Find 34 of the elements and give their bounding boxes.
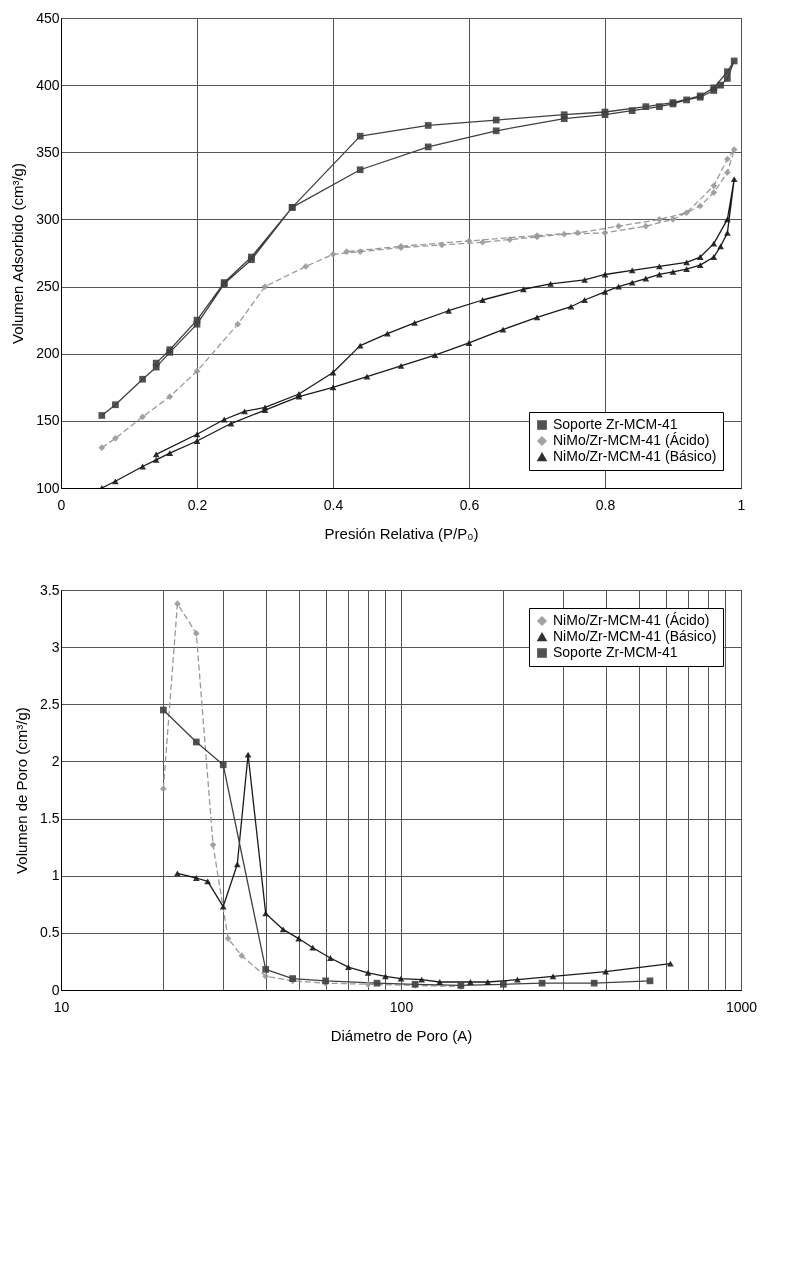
x-tick-label: 1000	[725, 998, 758, 1015]
legend-label: NiMo/Zr-MCM-41 (Básico)	[553, 628, 717, 644]
legend-label: NiMo/Zr-MCM-41 (Ácido)	[553, 432, 710, 448]
y-tick-label: 450	[36, 9, 60, 26]
y-tick-label: 250	[36, 278, 60, 295]
x-tick-label: 10	[53, 998, 70, 1015]
y-tick-label: 0	[51, 981, 60, 998]
y-tick-label: 1	[51, 867, 60, 884]
y-axis-title: Volumen de Poro (cm³/g)	[13, 707, 31, 874]
x-tick-label: 0.2	[187, 496, 208, 513]
legend-label: Soporte Zr-MCM-41	[553, 416, 678, 432]
legend-label: NiMo/Zr-MCM-41 (Ácido)	[553, 612, 710, 628]
y-tick-label: 300	[36, 210, 60, 227]
y-axis-title: Volumen Adsorbido (cm³/g)	[9, 163, 27, 344]
y-tick-label: 1.5	[40, 810, 60, 827]
x-tick-label: 0.8	[595, 496, 616, 513]
legend-label: NiMo/Zr-MCM-41 (Básico)	[553, 448, 717, 464]
x-tick-label: 0.6	[459, 496, 480, 513]
y-tick-label: 150	[36, 412, 60, 429]
y-tick-label: 2	[51, 752, 60, 769]
x-axis-title: Diámetro de Poro (A)	[330, 1026, 473, 1044]
y-tick-label: 0.5	[40, 924, 60, 941]
x-tick-label: 100	[389, 998, 414, 1015]
y-tick-label: 350	[36, 143, 60, 160]
x-axis-title: Presión Relativa (P/P₀)	[324, 524, 479, 542]
y-tick-label: 2.5	[40, 695, 60, 712]
x-tick-label: 1	[737, 496, 746, 513]
y-tick-label: 400	[36, 76, 60, 93]
y-tick-label: 200	[36, 345, 60, 362]
legend-label: Soporte Zr-MCM-41	[553, 644, 678, 660]
x-tick-label: 0.4	[323, 496, 344, 513]
y-tick-label: 100	[36, 479, 60, 496]
y-tick-label: 3	[51, 638, 60, 655]
y-tick-label: 3.5	[40, 581, 60, 598]
